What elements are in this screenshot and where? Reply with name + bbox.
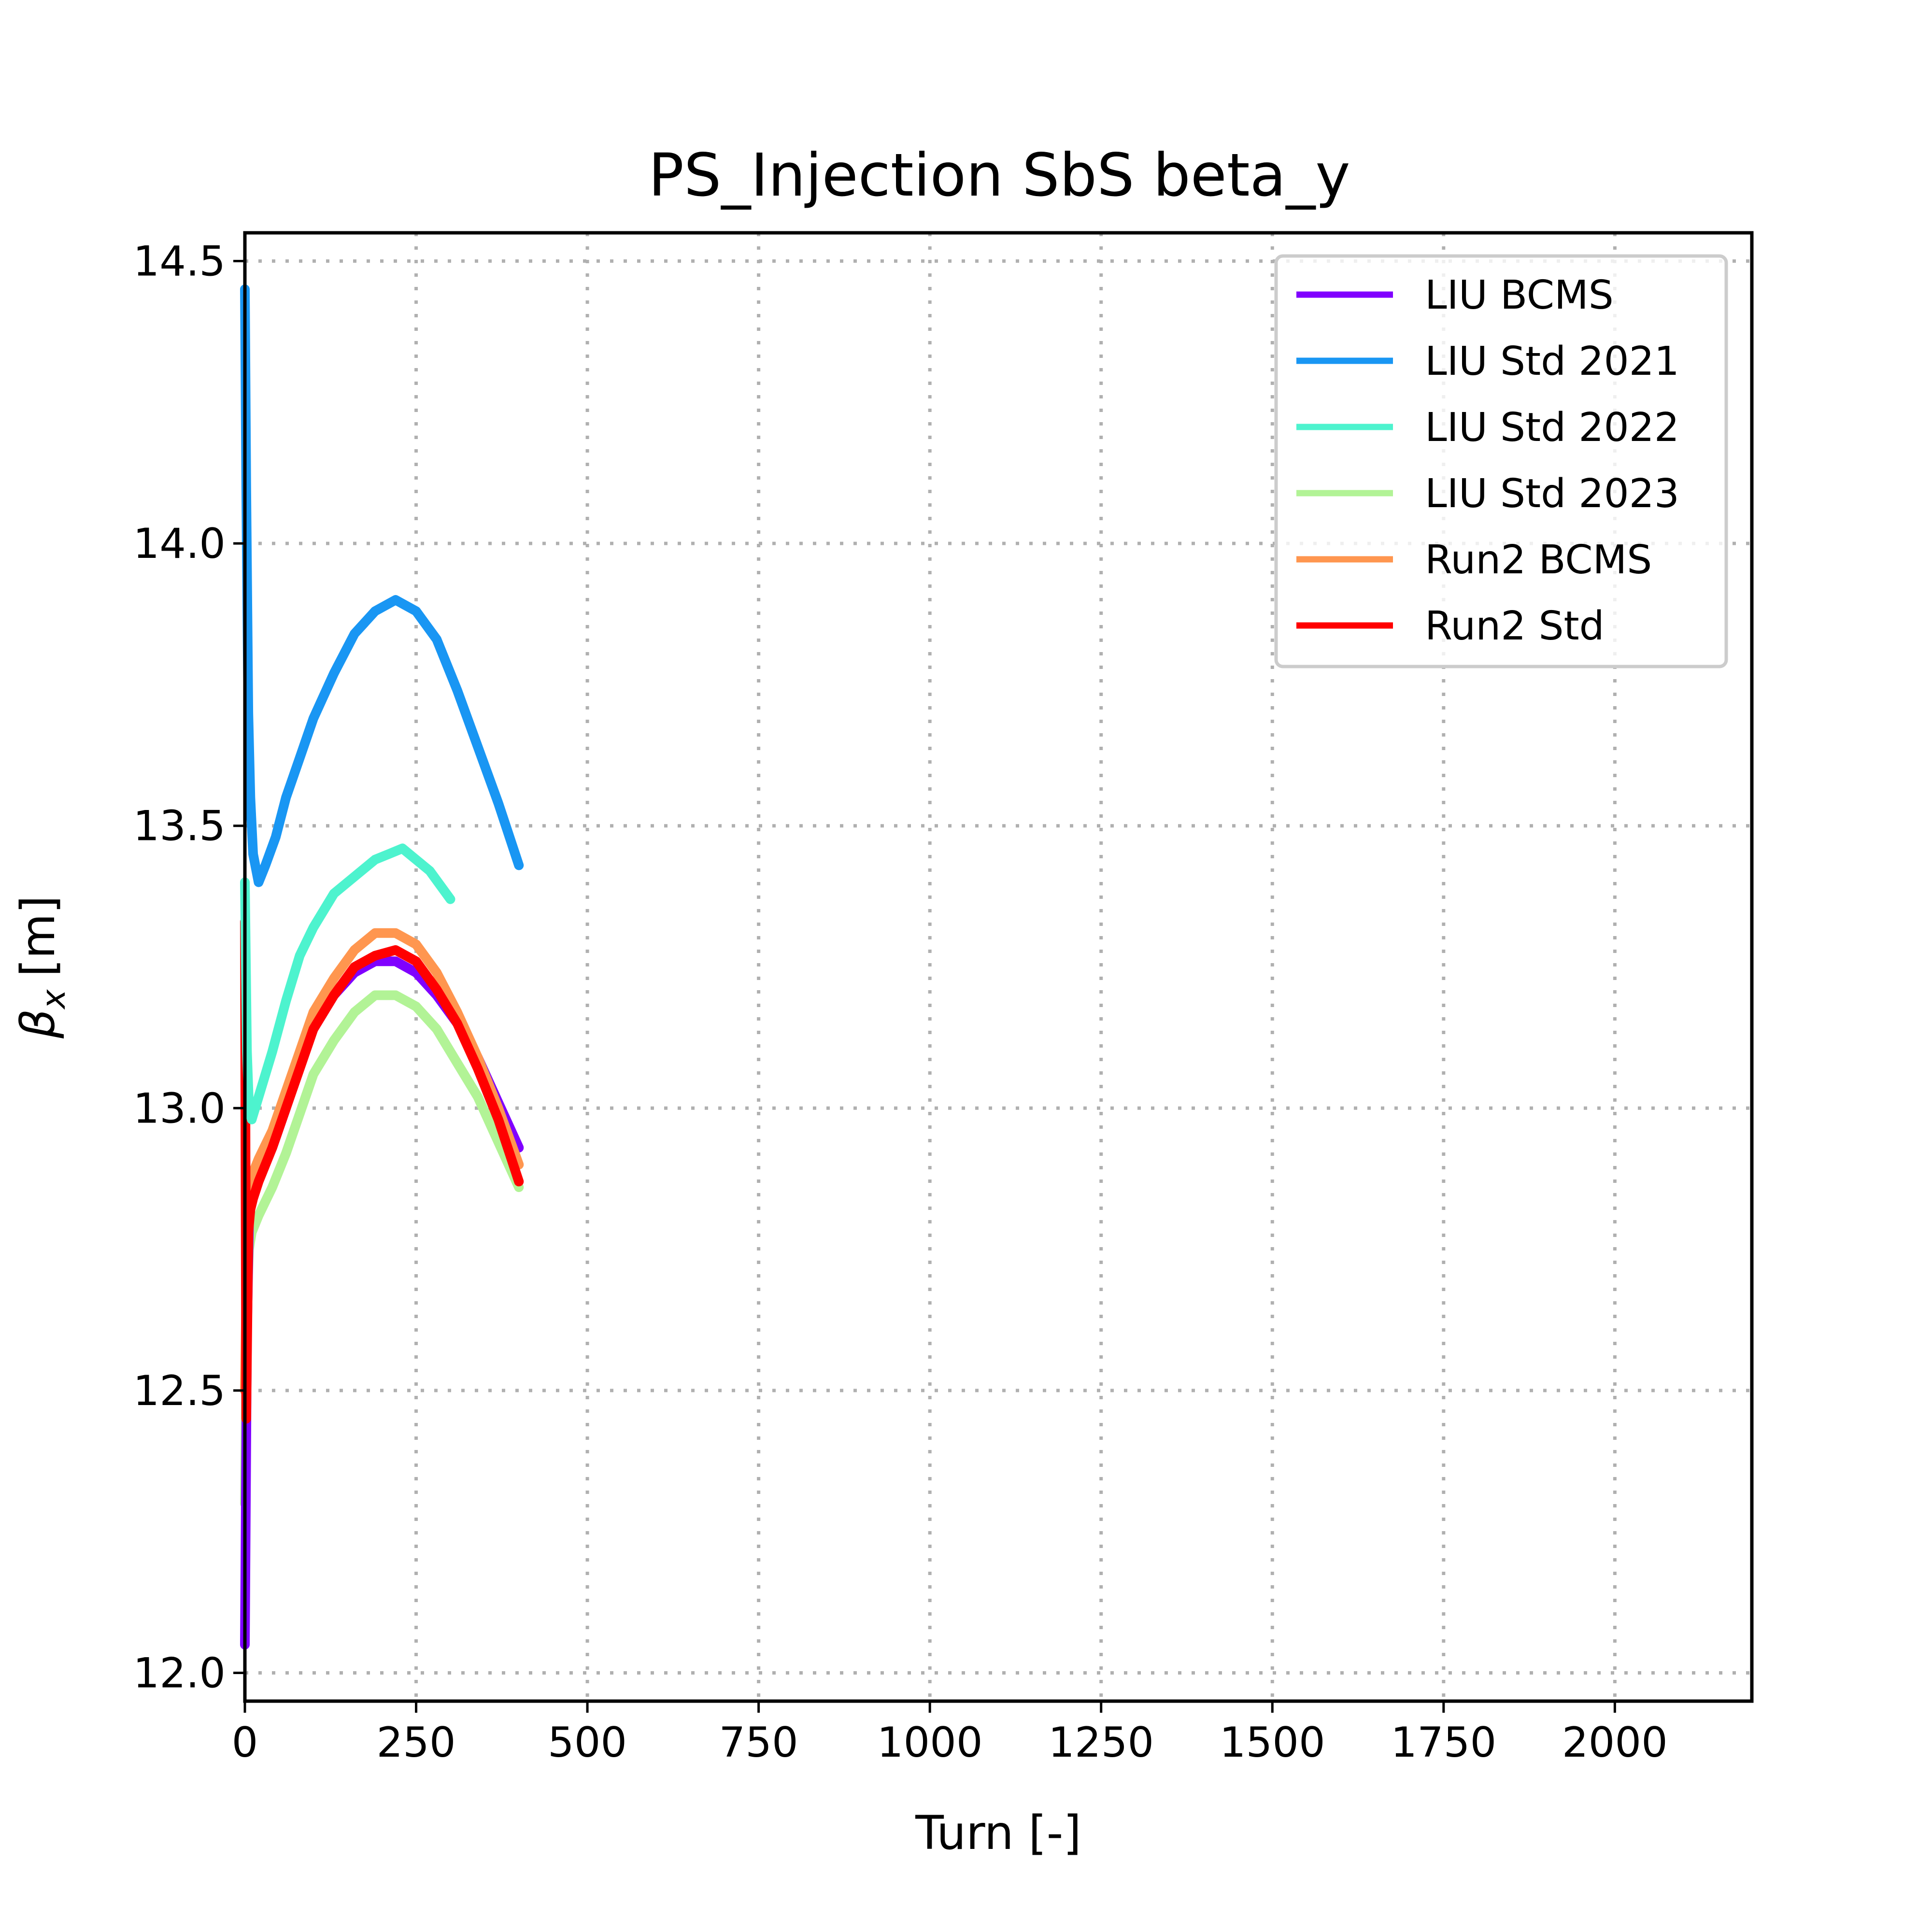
x-axis-label: Turn [-] [915,1806,1081,1860]
series-line-run2-bcms [240,928,524,1395]
y-axis-label: βx [m] [11,895,73,1039]
legend-label-run2-bcms: Run2 BCMS [1425,537,1652,583]
x-tick-label: 1000 [877,1719,983,1767]
x-tick-label: 500 [548,1719,627,1767]
y-axis: 12.0 12.5 13.0 13.5 14.0 14.5 [133,237,245,1698]
legend: LIU BCMS LIU Std 2021 LIU Std 2022 LIU Std … [1274,254,1728,668]
x-axis: 0 250 500 750 1000 1250 1500 1750 2000 [232,1701,1668,1767]
chart-title: PS_Injection SbS beta_y [648,141,1350,210]
legend-label-liu-std-2021: LIU Std 2021 [1425,339,1679,384]
x-tick-label: 1750 [1391,1719,1496,1767]
x-tick-label: 250 [376,1719,455,1767]
series-line-liu-std-2022 [240,843,455,1124]
x-tick-label: 1250 [1048,1719,1154,1767]
y-tick-label: 14.5 [133,237,226,285]
y-tick-label: 13.0 [133,1084,226,1133]
x-tick-label: 1500 [1220,1719,1325,1767]
series-line-run2-std [240,917,524,1424]
legend-label-liu-std-2022: LIU Std 2022 [1425,405,1679,451]
x-tick-label: 750 [719,1719,798,1767]
y-axis-label-symbol: β [11,1009,65,1039]
series-group [240,284,524,1650]
y-tick-label: 13.5 [133,802,226,851]
series-line-liu-std-2021 [240,284,524,887]
x-tick-label: 2000 [1562,1719,1668,1767]
y-axis-label-unit: [m] [11,895,65,977]
y-tick-label: 14.0 [133,520,226,568]
legend-label-run2-std: Run2 Std [1425,603,1605,649]
legend-label-liu-std-2023: LIU Std 2023 [1425,471,1679,517]
y-tick-label: 12.0 [133,1649,226,1698]
y-tick-label: 12.5 [133,1367,226,1415]
plot-frame [243,231,1754,1703]
x-tick-label: 0 [232,1719,258,1767]
legend-label-liu-bcms: LIU BCMS [1425,272,1614,318]
y-axis-label-subscript: x [35,989,73,1010]
